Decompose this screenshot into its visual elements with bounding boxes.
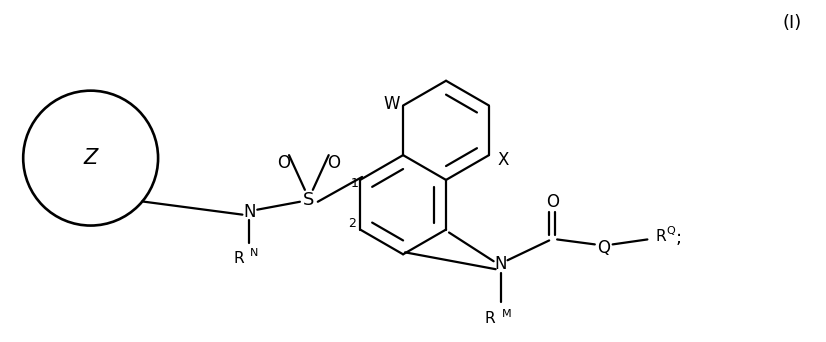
- Text: S: S: [303, 191, 315, 209]
- Text: Q: Q: [667, 225, 675, 236]
- Text: Z: Z: [83, 148, 97, 168]
- Text: Q: Q: [597, 239, 610, 258]
- Text: 2: 2: [349, 217, 356, 230]
- Text: N: N: [494, 255, 507, 273]
- Text: O: O: [278, 154, 291, 172]
- Text: W: W: [383, 94, 400, 113]
- Text: ;: ;: [675, 229, 681, 248]
- Text: X: X: [497, 151, 509, 169]
- Text: 1: 1: [350, 177, 358, 190]
- Text: R: R: [485, 311, 496, 326]
- Text: R: R: [234, 251, 244, 266]
- Text: O: O: [546, 193, 558, 211]
- Text: O: O: [327, 154, 340, 172]
- Text: R: R: [655, 229, 666, 244]
- Text: (I): (I): [782, 14, 801, 32]
- Text: N: N: [243, 203, 255, 221]
- Text: N: N: [250, 248, 259, 258]
- Text: M: M: [501, 309, 511, 319]
